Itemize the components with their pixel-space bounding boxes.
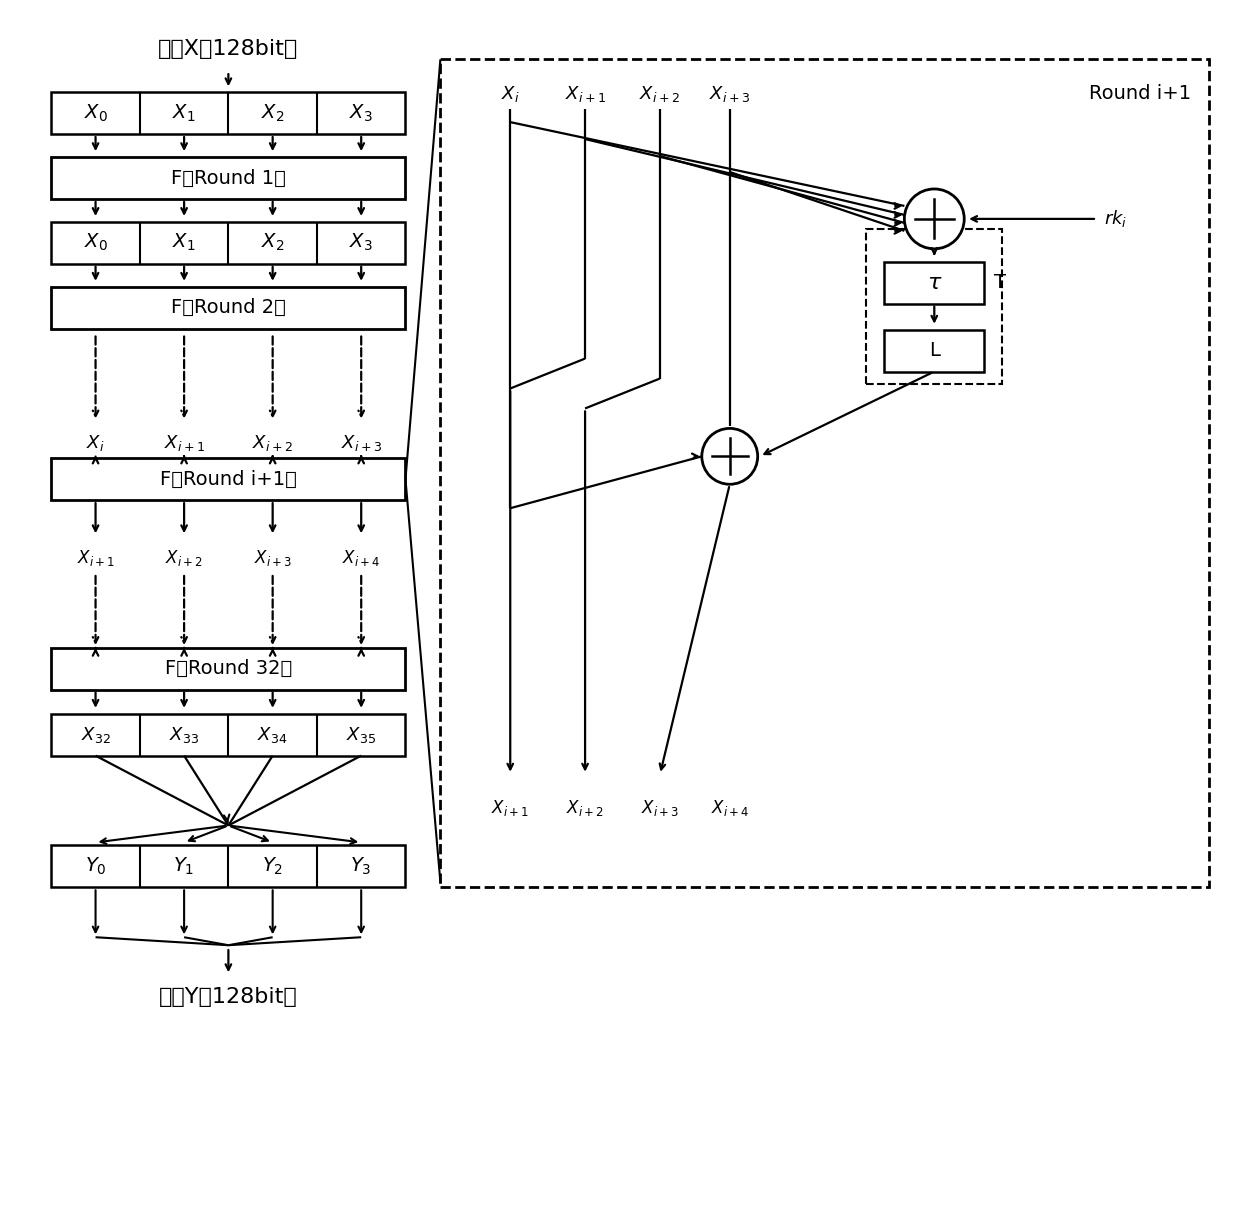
Text: F（Round 1）: F（Round 1） xyxy=(171,168,285,187)
Text: T: T xyxy=(994,273,1006,292)
Text: F（Round i+1）: F（Round i+1） xyxy=(160,470,296,489)
Bar xyxy=(51,458,405,500)
Text: $X_0$: $X_0$ xyxy=(83,103,108,123)
Text: $X_{i+1}$: $X_{i+1}$ xyxy=(564,85,605,104)
Text: $X_i$: $X_i$ xyxy=(87,434,105,453)
Text: $Y_0$: $Y_0$ xyxy=(84,855,107,877)
Bar xyxy=(440,59,1209,888)
Text: $X_{i+1}$: $X_{i+1}$ xyxy=(164,434,205,453)
Circle shape xyxy=(904,188,965,249)
Bar xyxy=(51,714,405,756)
Text: $X_{i+1}$: $X_{i+1}$ xyxy=(491,797,529,818)
Text: L: L xyxy=(929,341,940,360)
Bar xyxy=(884,262,985,303)
Bar xyxy=(51,647,405,690)
Bar xyxy=(51,286,405,329)
Text: $X_2$: $X_2$ xyxy=(260,103,284,123)
Text: $X_0$: $X_0$ xyxy=(83,232,108,254)
Text: $X_{i+3}$: $X_{i+3}$ xyxy=(254,548,291,568)
Text: 密文Y（128bit）: 密文Y（128bit） xyxy=(159,987,298,1007)
Text: $Y_1$: $Y_1$ xyxy=(174,855,195,877)
Text: $X_{i+2}$: $X_{i+2}$ xyxy=(640,85,681,104)
Text: $Y_2$: $Y_2$ xyxy=(262,855,283,877)
Text: $X_{35}$: $X_{35}$ xyxy=(346,725,376,744)
Text: $X_{i+4}$: $X_{i+4}$ xyxy=(711,797,749,818)
Text: $X_3$: $X_3$ xyxy=(350,103,373,123)
Text: $X_{i+1}$: $X_{i+1}$ xyxy=(77,548,114,568)
Text: F（Round 32）: F（Round 32） xyxy=(165,660,291,679)
Bar xyxy=(51,222,405,263)
Bar xyxy=(51,157,405,199)
Text: $X_{33}$: $X_{33}$ xyxy=(169,725,200,744)
Text: $X_3$: $X_3$ xyxy=(350,232,373,254)
Text: $X_{i+3}$: $X_{i+3}$ xyxy=(341,434,382,453)
Text: $X_{i+3}$: $X_{i+3}$ xyxy=(641,797,680,818)
Text: $rk_i$: $rk_i$ xyxy=(1104,209,1127,230)
Text: $X_{32}$: $X_{32}$ xyxy=(81,725,110,744)
Text: $\tau$: $\tau$ xyxy=(926,273,942,292)
Text: Round i+1: Round i+1 xyxy=(1089,85,1190,103)
Text: $X_{34}$: $X_{34}$ xyxy=(258,725,288,744)
Bar xyxy=(867,228,1002,383)
Text: $X_{i+2}$: $X_{i+2}$ xyxy=(165,548,203,568)
Text: $X_1$: $X_1$ xyxy=(172,232,196,254)
Text: $X_{i+2}$: $X_{i+2}$ xyxy=(567,797,604,818)
Text: $X_{i+3}$: $X_{i+3}$ xyxy=(709,85,750,104)
Bar xyxy=(884,330,985,372)
Text: $X_{i+4}$: $X_{i+4}$ xyxy=(342,548,381,568)
Text: 明文X（128bit）: 明文X（128bit） xyxy=(159,40,299,59)
Text: $X_i$: $X_i$ xyxy=(501,85,520,104)
Text: $X_{i+2}$: $X_{i+2}$ xyxy=(252,434,293,453)
Text: F（Round 2）: F（Round 2） xyxy=(171,298,285,318)
Text: $X_2$: $X_2$ xyxy=(260,232,284,254)
Text: $Y_3$: $Y_3$ xyxy=(351,855,372,877)
Bar xyxy=(51,846,405,888)
Bar xyxy=(51,92,405,134)
Text: $X_1$: $X_1$ xyxy=(172,103,196,123)
Circle shape xyxy=(702,429,758,484)
